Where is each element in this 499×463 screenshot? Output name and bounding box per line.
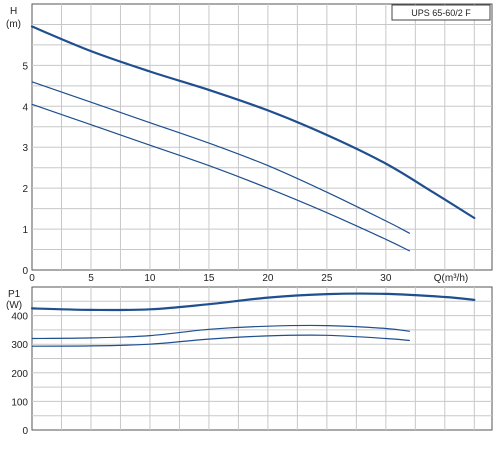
- legend-label: UPS 65-60/2 F: [411, 8, 471, 18]
- series-line-1: [30, 292, 476, 312]
- series-line-2: [31, 324, 410, 340]
- x-tick-label: 10: [144, 273, 156, 284]
- head-axis-unit: (m): [6, 19, 21, 30]
- head-plot-area: [31, 3, 493, 271]
- legend-box: [391, 4, 491, 21]
- power-chart: 0 100 200 300 400 P1 (W): [6, 286, 493, 437]
- head-y-tick-labels: 0 1 2 3 4 5: [22, 61, 28, 277]
- power-axis-label: P1: [8, 289, 21, 300]
- x-tick-label: 30: [380, 273, 392, 284]
- head-series: [30, 25, 476, 252]
- y-tick-label: 200: [11, 369, 28, 380]
- power-y-tick-labels: 0 100 200 300 400: [11, 312, 28, 437]
- head-chart: 0 5 10 15 20 25 30 0 1 2 3 4 5 H (m) Q(m³/h) UPS 65…: [6, 3, 493, 284]
- y-tick-label: 5: [22, 61, 28, 72]
- x-tick-label: 5: [88, 273, 94, 284]
- y-tick-label: 3: [22, 143, 28, 154]
- x-tick-label: 0: [29, 273, 35, 284]
- series-line-3: [31, 334, 410, 347]
- series-line-2: [31, 81, 410, 234]
- head-axis-label: H: [10, 6, 17, 17]
- y-tick-label: 1: [22, 225, 28, 236]
- power-axis-unit: (W): [6, 300, 22, 311]
- y-tick-label: 4: [22, 102, 28, 113]
- x-tick-label: 20: [262, 273, 274, 284]
- y-tick-label: 300: [11, 340, 28, 351]
- power-series: [30, 292, 476, 347]
- y-tick-label: 2: [22, 184, 28, 195]
- x-tick-label: 15: [203, 273, 215, 284]
- y-tick-label: 400: [11, 312, 28, 323]
- head-x-tick-labels: 0 5 10 15 20 25 30: [29, 273, 392, 284]
- head-grid: [32, 4, 492, 270]
- y-tick-label: 0: [22, 426, 28, 437]
- power-grid: [32, 287, 492, 430]
- x-tick-label: 25: [321, 273, 333, 284]
- y-tick-label: 100: [11, 397, 28, 408]
- y-tick-label: 0: [22, 266, 28, 277]
- flow-axis-label: Q(m³/h): [434, 273, 468, 284]
- series-line-3: [31, 103, 410, 252]
- series-line-1: [30, 25, 476, 220]
